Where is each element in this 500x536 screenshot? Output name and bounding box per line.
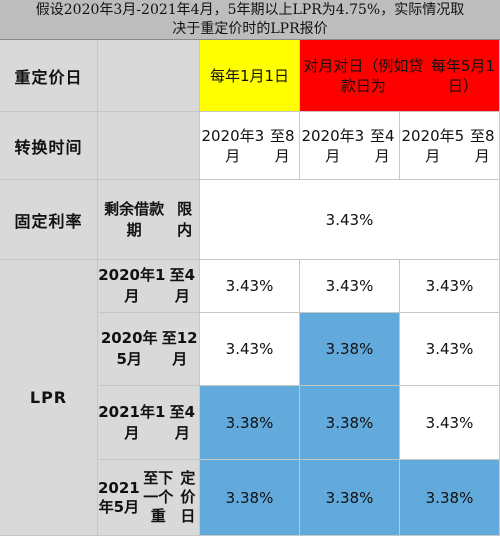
- lpr-cell: 3.43%: [300, 260, 400, 313]
- fixed-rate-period-line2: 限内: [177, 199, 193, 239]
- reprice-option-jan1: 每年1月1日: [200, 40, 300, 112]
- reprice-option-anniversary: 对月对日（例如贷款日为 每年5月1日）: [300, 40, 500, 112]
- switch-time-col1: 2020年3月 至8月: [200, 112, 300, 180]
- row-label-reprice-date: 重定价日: [0, 40, 98, 112]
- fixed-rate-period-line1: 剩余借款期: [104, 199, 165, 239]
- lpr-cell-changed: 3.38%: [300, 386, 400, 460]
- lpr-cell-changed: 3.38%: [300, 313, 400, 386]
- lpr-period-3: 2021年1月 至4月: [98, 386, 200, 460]
- lpr-cell-changed: 3.38%: [400, 460, 500, 536]
- lpr-cell: 3.43%: [400, 313, 500, 386]
- empty-cell: [98, 112, 200, 180]
- lpr-cell: 3.43%: [400, 386, 500, 460]
- lpr-period-1-line1: 2020年1月: [98, 266, 166, 305]
- lpr-period-2-line1: 2020年5月: [100, 329, 158, 368]
- row-label-switch-time: 转换时间: [0, 112, 98, 180]
- lpr-cell-changed: 3.38%: [200, 460, 300, 536]
- lpr-cell: 3.43%: [200, 260, 300, 313]
- lpr-period-1: 2020年1月 至4月: [98, 260, 200, 313]
- reprice-option-anniversary-line2: 每年5月1日）: [430, 56, 495, 95]
- lpr-period-4: 2021年5月 至下一个重 定价日: [98, 460, 200, 536]
- switch-time-col2: 2020年3月 至4月: [300, 112, 400, 180]
- lpr-cell: 3.43%: [400, 260, 500, 313]
- lpr-period-3-line1: 2021年1月: [98, 402, 166, 442]
- switch-time-col3-line1: 2020年5月: [401, 126, 465, 165]
- reprice-option-anniversary-line1: 对月对日（例如贷款日为: [303, 56, 424, 95]
- lpr-period-4-line3: 定价日: [180, 469, 196, 525]
- lpr-period-4-line2: 至下一个重: [143, 469, 174, 525]
- lpr-period-2-line2: 至12月: [161, 329, 198, 368]
- fixed-rate-period: 剩余借款期 限内: [98, 180, 200, 260]
- lpr-period-1-line2: 至4月: [169, 266, 196, 305]
- switch-time-col3-line2: 至8月: [470, 126, 495, 165]
- lpr-period-3-line2: 至4月: [169, 402, 196, 442]
- lpr-cell-changed: 3.38%: [300, 460, 400, 536]
- caption-line-1: 假设2020年3月-2021年4月，5年期以上LPR为4.75%，实际情况取: [35, 2, 465, 18]
- empty-cell: [98, 40, 200, 112]
- switch-time-col1-line1: 2020年3月: [201, 126, 265, 165]
- lpr-cell-changed: 3.38%: [200, 386, 300, 460]
- lpr-period-2: 2020年5月 至12月: [98, 313, 200, 386]
- switch-time-col3: 2020年5月 至8月: [400, 112, 500, 180]
- table-caption: 假设2020年3月-2021年4月，5年期以上LPR为4.75%，实际情况取 决…: [0, 0, 500, 40]
- lpr-period-4-line1: 2021年5月: [98, 478, 140, 516]
- row-label-lpr: LPR: [0, 260, 98, 536]
- fixed-rate-value: 3.43%: [200, 180, 500, 260]
- row-label-fixed-rate: 固定利率: [0, 180, 98, 260]
- switch-time-col2-line1: 2020年3月: [301, 126, 365, 165]
- lpr-cell: 3.43%: [200, 313, 300, 386]
- switch-time-col1-line2: 至8月: [270, 126, 295, 165]
- switch-time-col2-line2: 至4月: [370, 126, 395, 165]
- caption-line-2: 决于重定价时的LPR报价: [172, 21, 328, 37]
